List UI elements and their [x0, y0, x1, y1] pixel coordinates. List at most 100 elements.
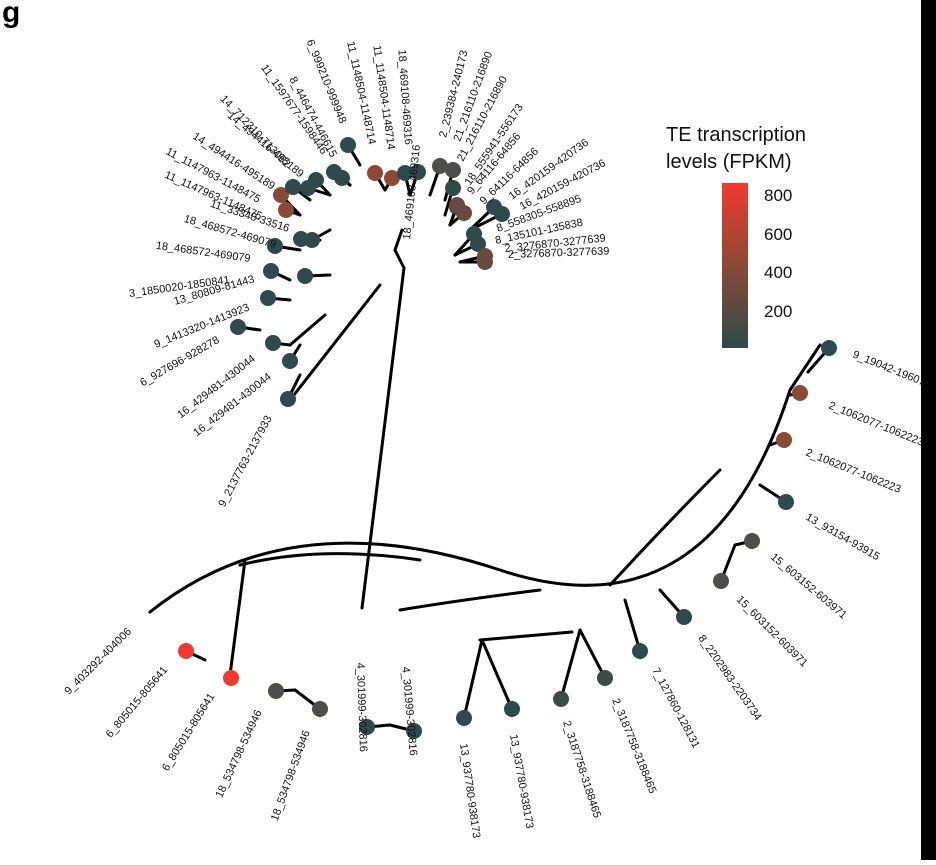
tip-label: 15_603152-603971	[768, 551, 849, 622]
inner-arc-7	[288, 313, 327, 347]
tip-label: 8_2202983-2203734	[696, 633, 764, 723]
tip-node-dot	[445, 162, 461, 178]
tip-node-dot	[304, 232, 320, 248]
tip-node-dot	[397, 165, 413, 181]
tip-node-dot	[456, 710, 472, 726]
tip-node-dot	[477, 254, 493, 270]
tip-node-dot	[178, 643, 194, 659]
right-edge-bar	[921, 0, 936, 860]
tip-node-dot	[359, 719, 375, 735]
right-clade-stem	[788, 343, 822, 392]
tip-node-dot	[334, 170, 350, 186]
upper-clade-stem	[393, 228, 406, 270]
tip-label: 6_805015-805641	[104, 664, 171, 740]
tip-labels: 9_19042-19607 2_1062077-10622232_1062077-…	[62, 38, 926, 839]
tip-label: 18_534798-534946	[269, 729, 313, 823]
inner-arc-2	[398, 588, 542, 612]
tip-label: 2_1062077-1062223	[804, 447, 903, 496]
inner-arc-6	[288, 283, 382, 402]
tree-branches	[148, 228, 822, 677]
tip-node-dot	[494, 206, 510, 222]
tip-node-dot	[744, 533, 760, 549]
tip-node-dot	[273, 187, 289, 203]
tip-node-dot	[367, 165, 383, 181]
tip-node-dot	[340, 137, 356, 153]
tip-label: 18_468572-469079	[155, 240, 251, 265]
tip-label: 9_403292-404006	[62, 626, 134, 698]
tip-label: 9_19042-19607	[851, 349, 927, 389]
tip-node-dot	[280, 391, 296, 407]
tip-label: 13_937780-938173	[507, 733, 535, 829]
tip-node-dot	[504, 701, 520, 717]
tip-node-dot	[792, 385, 808, 401]
color-legend: TE transcription levels (FPKM) 800 600 400…	[666, 124, 806, 348]
legend-ticks: 800 600 400 200	[748, 186, 792, 321]
inner-arc-4	[228, 558, 247, 677]
tip-edge	[559, 628, 582, 701]
tip-label: 13_937780-938173	[457, 743, 482, 839]
tip-node-dot	[553, 691, 569, 707]
tip-node-dot	[267, 238, 283, 254]
tip-node-dot	[456, 205, 472, 221]
tip-edge	[480, 638, 514, 711]
tip-node-dot	[312, 701, 328, 717]
tip-label: 18_469108-469316	[401, 144, 423, 240]
tip-node-dot	[285, 179, 301, 195]
tip-dots	[178, 137, 837, 739]
tip-label: 2_3276870-3277639	[508, 245, 610, 261]
legend-tick-label: 400	[764, 263, 792, 282]
tip-node-dot	[278, 202, 294, 218]
tip-edge	[462, 638, 484, 720]
tip-label: 2_3187758-3188465	[560, 719, 603, 819]
legend-title-line2: levels (FPKM)	[666, 151, 792, 173]
legend-tick-label: 600	[764, 225, 792, 244]
tip-node-dot	[632, 643, 648, 659]
tip-label: 4_301999-302816	[399, 666, 419, 756]
tip-node-dot	[263, 263, 279, 279]
tip-node-dot	[384, 170, 400, 186]
tip-label: 6_927696-928278	[138, 334, 221, 389]
tip-node-dot	[223, 670, 239, 686]
legend-colorbar	[722, 183, 748, 348]
tip-label: 15_603152-603971	[734, 594, 810, 670]
tip-label: 4_301999-302816	[354, 662, 369, 752]
tip-edge	[578, 628, 607, 680]
tip-label: 13_93154-93915	[804, 511, 882, 563]
tip-node-dot	[778, 494, 794, 510]
tip-node-dot	[821, 340, 837, 356]
tip-node-dot	[268, 683, 284, 699]
inner-arc-1	[238, 552, 422, 567]
tip-node-dot	[282, 353, 298, 369]
panel-letter: g	[2, 0, 20, 29]
tip-label: 2_1062077-1062223	[827, 400, 926, 449]
lower-clade-arc	[148, 388, 792, 614]
trunk-branch	[360, 266, 406, 610]
tip-node-dot	[260, 290, 276, 306]
tip-node-dot	[432, 158, 448, 174]
tip-node-dot	[713, 573, 729, 589]
tip-label: 2_3187758-3188465	[609, 697, 658, 796]
tip-node-dot	[406, 723, 422, 739]
inner-arc-3	[608, 468, 722, 587]
tip-node-dot	[410, 164, 426, 180]
tip-node-dot	[676, 609, 692, 625]
tip-label: 9_2137763-2137933	[216, 414, 274, 509]
tip-edge	[623, 598, 642, 653]
inner-arc-5	[478, 630, 574, 642]
tip-node-dot	[597, 670, 613, 686]
legend-title-line1: TE transcription	[666, 124, 806, 146]
tip-node-dot	[265, 335, 281, 351]
tip-node-dot	[466, 226, 482, 242]
tip-node-dot	[776, 432, 792, 448]
tip-label: 18_469108-469316	[395, 49, 414, 145]
tip-label: 18_534798-534946	[214, 708, 265, 800]
tip-node-dot	[300, 180, 316, 196]
legend-tick-label: 200	[764, 302, 792, 321]
tip-node-dot	[230, 319, 246, 335]
tip-node-dot	[445, 180, 461, 196]
tip-node-dot	[297, 268, 313, 284]
tip-label: 7_127860-128131	[649, 666, 702, 750]
legend-tick-label: 800	[764, 186, 792, 205]
